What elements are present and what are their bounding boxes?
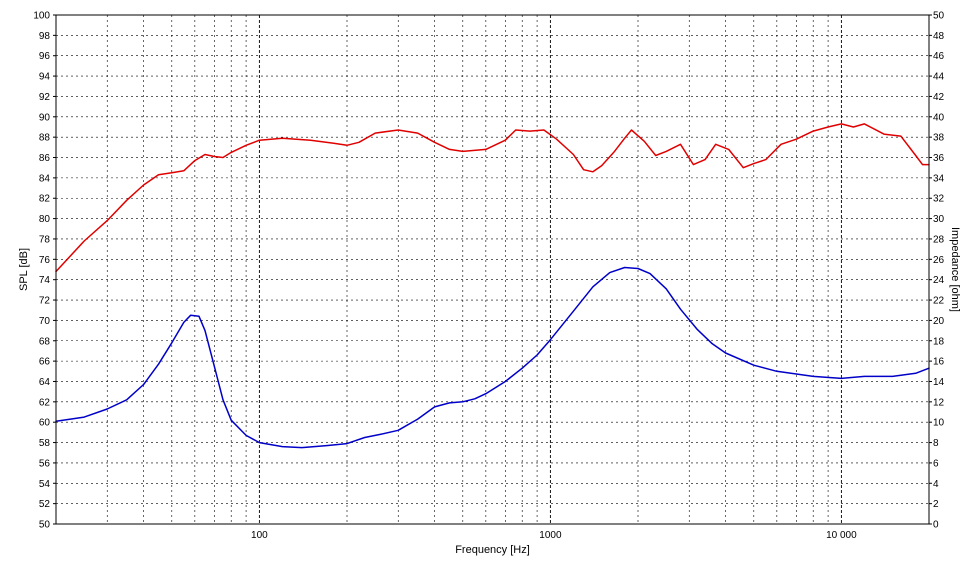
y-tick-label: 88: [39, 133, 51, 144]
x-tick-labels: 100 1000 10 000: [251, 530, 857, 541]
y-tick-label: 86: [39, 153, 51, 164]
x-tick-label: 10 000: [826, 530, 857, 541]
y-right-tick-label: 12: [933, 397, 945, 408]
spl-curve-line: [55, 123, 930, 273]
plot-frame: [55, 14, 930, 525]
y-right-tick-label: 14: [933, 377, 945, 388]
y-right-tick-label: 20: [933, 316, 945, 327]
x-tick-label: 1000: [539, 530, 562, 541]
impedance-curve-line: [55, 266, 930, 449]
series-lines: [55, 123, 930, 449]
y-right-tick-label: 32: [933, 194, 945, 205]
y-axis-label: SPL [dB]: [18, 248, 30, 291]
y-right-tick-label: 48: [933, 31, 945, 42]
x-tick-label: 100: [251, 530, 268, 541]
left-y-tick-labels: 50 52 54 56 58 60 62 64 66 68 70 72 74 76 78 80 82 84 86 88…: [33, 11, 56, 531]
y-tick-label: 82: [39, 194, 51, 205]
y-tick-label: 96: [39, 51, 51, 62]
y-tick-label: 98: [39, 31, 51, 42]
y-right-tick-label: 34: [933, 173, 945, 184]
y-tick-label: 68: [39, 336, 51, 347]
y-tick-label: 76: [39, 255, 51, 266]
y-tick-label: 80: [39, 214, 51, 225]
x-axis-label: Frequency [Hz]: [455, 544, 530, 556]
y-right-tick-label: 16: [933, 357, 945, 368]
y-right-tick-label: 50: [933, 11, 945, 22]
y-tick-label: 94: [39, 72, 51, 83]
y-tick-label: 64: [39, 377, 51, 388]
y-tick-label: 50: [39, 520, 51, 531]
y-tick-label: 60: [39, 418, 51, 429]
y-right-tick-label: 44: [933, 72, 945, 83]
y-right-tick-label: 46: [933, 51, 945, 62]
y-right-tick-label: 24: [933, 275, 945, 286]
y-tick-label: 70: [39, 316, 51, 327]
y-right-tick-label: 0: [933, 520, 939, 531]
y-right-tick-label: 10: [933, 418, 945, 429]
y-tick-label: 100: [33, 11, 50, 22]
y-right-tick-label: 38: [933, 133, 945, 144]
y-right-tick-label: 4: [933, 479, 939, 490]
y-tick-label: 54: [39, 479, 51, 490]
y-axis-right-label: Impedance [ohm]: [949, 227, 961, 312]
y-tick-label: 74: [39, 275, 51, 286]
y-tick-label: 52: [39, 499, 51, 510]
right-y-tick-labels: 0246810121416182022242628303234363840424…: [929, 11, 945, 531]
y-right-tick-label: 42: [933, 92, 945, 103]
y-tick-label: 62: [39, 397, 51, 408]
y-tick-label: 66: [39, 357, 51, 368]
y-right-tick-label: 30: [933, 214, 945, 225]
y-tick-label: 58: [39, 438, 51, 449]
y-right-tick-label: 40: [933, 112, 945, 123]
y-right-tick-label: 28: [933, 234, 945, 245]
grid: [56, 15, 929, 524]
y-tick-label: 56: [39, 458, 51, 469]
y-right-tick-label: 8: [933, 438, 939, 449]
y-tick-label: 78: [39, 234, 51, 245]
y-right-tick-label: 22: [933, 296, 945, 307]
y-tick-label: 84: [39, 173, 51, 184]
y-tick-label: 72: [39, 296, 51, 307]
y-right-tick-label: 18: [933, 336, 945, 347]
y-right-tick-label: 36: [933, 153, 945, 164]
y-tick-label: 92: [39, 92, 51, 103]
y-right-tick-label: 26: [933, 255, 945, 266]
y-right-tick-label: 6: [933, 458, 939, 469]
y-right-tick-label: 2: [933, 499, 939, 510]
y-tick-label: 90: [39, 112, 51, 123]
